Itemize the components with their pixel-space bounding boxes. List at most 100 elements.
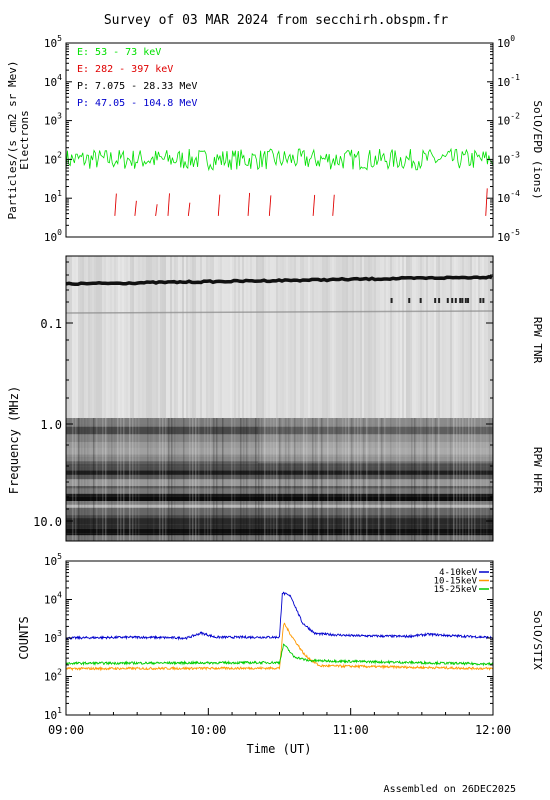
rpw-speckle bbox=[464, 298, 467, 303]
rpw-tnr-column bbox=[286, 256, 288, 418]
rpw-tnr-column bbox=[156, 256, 158, 418]
rpw-tnr-column bbox=[386, 256, 388, 418]
rpw-hfr-column bbox=[105, 418, 107, 541]
rpw-tnr-column bbox=[160, 256, 162, 418]
rpw-hfr-column bbox=[234, 418, 236, 541]
rpw-tnr-column bbox=[374, 256, 376, 418]
rpw-tnr-column bbox=[86, 256, 88, 418]
rpw-tnr-column bbox=[252, 256, 254, 418]
rpw-tnr-column bbox=[436, 256, 438, 418]
rpw-tnr-column bbox=[74, 256, 76, 418]
rpw-hfr-band bbox=[66, 488, 493, 494]
rpw-hfr-band bbox=[66, 447, 493, 455]
rpw-tnr-column bbox=[118, 256, 120, 418]
rpw-plasma-line bbox=[65, 274, 493, 287]
rpw-hfr-column bbox=[159, 418, 161, 541]
rpw-panel: 0.1 1.0 10.0 Frequency (MHz) RPW TNR RPW H… bbox=[7, 255, 544, 542]
rpw-hfr-column bbox=[279, 418, 281, 541]
epd-series-electrons-high-mark bbox=[155, 204, 158, 216]
rpw-hfr-column bbox=[264, 418, 266, 541]
rpw-hfr-column bbox=[468, 418, 470, 541]
rpw-hfr-column bbox=[348, 418, 350, 541]
rpw-tnr-column bbox=[464, 256, 466, 418]
rpw-tnr-column bbox=[260, 256, 262, 418]
rpw-tnr-column bbox=[192, 256, 194, 418]
rpw-tnr-column bbox=[330, 256, 332, 418]
rpw-tnr-column bbox=[140, 256, 142, 418]
rpw-hfr-column bbox=[99, 418, 101, 541]
rpw-tnr-column bbox=[232, 256, 234, 418]
rpw-hfr-band bbox=[66, 461, 493, 464]
rpw-tnr-column bbox=[66, 256, 68, 418]
page-title: Survey of 03 MAR 2024 from secchirh.obsp… bbox=[104, 13, 449, 28]
rpw-hfr-column bbox=[414, 418, 416, 541]
rpw-hfr-column bbox=[291, 418, 293, 541]
rpw-tnr-column bbox=[410, 256, 412, 418]
rpw-tnr-column bbox=[358, 256, 360, 418]
rpw-hfr-column bbox=[435, 418, 437, 541]
footer-assembled: Assembled on 26DEC2025 bbox=[384, 784, 516, 795]
rpw-tnr-column bbox=[214, 256, 216, 418]
stix-x-tick-label: 12:00 bbox=[475, 723, 511, 737]
rpw-hfr-column bbox=[312, 418, 314, 541]
rpw-tnr-column bbox=[102, 256, 104, 418]
rpw-hfr-band bbox=[66, 486, 493, 489]
rpw-tnr-column bbox=[114, 256, 116, 418]
stix-right-label: SolO/STIX bbox=[531, 610, 544, 670]
rpw-hfr-column bbox=[273, 418, 275, 541]
rpw-hfr-column bbox=[255, 418, 257, 541]
rpw-tnr-column bbox=[124, 256, 126, 418]
rpw-hfr-column bbox=[363, 418, 365, 541]
rpw-tnr-column bbox=[194, 256, 196, 418]
rpw-tnr-column bbox=[368, 256, 370, 418]
rpw-hfr-column bbox=[261, 418, 263, 541]
rpw-hfr-band bbox=[66, 524, 493, 529]
rpw-hfr-column bbox=[306, 418, 308, 541]
rpw-tnr-column bbox=[460, 256, 462, 418]
rpw-tnr-column bbox=[476, 256, 478, 418]
rpw-tnr-column bbox=[450, 256, 452, 418]
rpw-tnr-column bbox=[92, 256, 94, 418]
rpw-tnr-column bbox=[122, 256, 124, 418]
rpw-tnr-column bbox=[292, 256, 294, 418]
rpw-tnr-column bbox=[264, 256, 266, 418]
rpw-tnr-column bbox=[424, 256, 426, 418]
rpw-tnr-column bbox=[484, 256, 486, 418]
epd-series-electrons-high-mark bbox=[485, 188, 488, 216]
rpw-tnr-column bbox=[278, 256, 280, 418]
rpw-hfr-band bbox=[66, 501, 493, 505]
rpw-tnr-column bbox=[426, 256, 428, 418]
rpw-hfr-column bbox=[288, 418, 290, 541]
rpw-tnr-column bbox=[276, 256, 278, 418]
rpw-hfr-column bbox=[267, 418, 269, 541]
rpw-hfr-band bbox=[66, 493, 493, 497]
rpw-hfr-band bbox=[66, 535, 493, 542]
rpw-tnr-column bbox=[154, 256, 156, 418]
rpw-tnr-column bbox=[88, 256, 90, 418]
rpw-tnr-column bbox=[328, 256, 330, 418]
rpw-hfr-column bbox=[450, 418, 452, 541]
rpw-tnr-column bbox=[300, 256, 302, 418]
rpw-tnr-column bbox=[170, 256, 172, 418]
rpw-hfr-band bbox=[66, 496, 493, 502]
epd-series-electrons-high-mark bbox=[167, 193, 170, 216]
rpw-hfr-column bbox=[417, 418, 419, 541]
stix-series-line bbox=[65, 622, 493, 672]
epd-y-tick-label: 104 bbox=[44, 73, 62, 89]
rpw-tnr-column bbox=[274, 256, 276, 418]
rpw-hfr-column bbox=[366, 418, 368, 541]
rpw-hfr-column bbox=[243, 418, 245, 541]
rpw-hfr-column bbox=[150, 418, 152, 541]
rpw-hfr-column bbox=[321, 418, 323, 541]
rpw-tnr-column bbox=[438, 256, 440, 418]
rpw-tnr-column bbox=[402, 256, 404, 418]
rpw-tnr-column bbox=[172, 256, 174, 418]
rpw-hfr-column bbox=[228, 418, 230, 541]
rpw-tnr-column bbox=[240, 256, 242, 418]
rpw-tnr-column bbox=[432, 256, 434, 418]
rpw-speckle bbox=[446, 298, 449, 303]
rpw-tnr-column bbox=[272, 256, 274, 418]
rpw-hfr-column bbox=[459, 418, 461, 541]
rpw-tnr-column bbox=[312, 256, 314, 418]
rpw-hfr-band bbox=[66, 463, 493, 467]
